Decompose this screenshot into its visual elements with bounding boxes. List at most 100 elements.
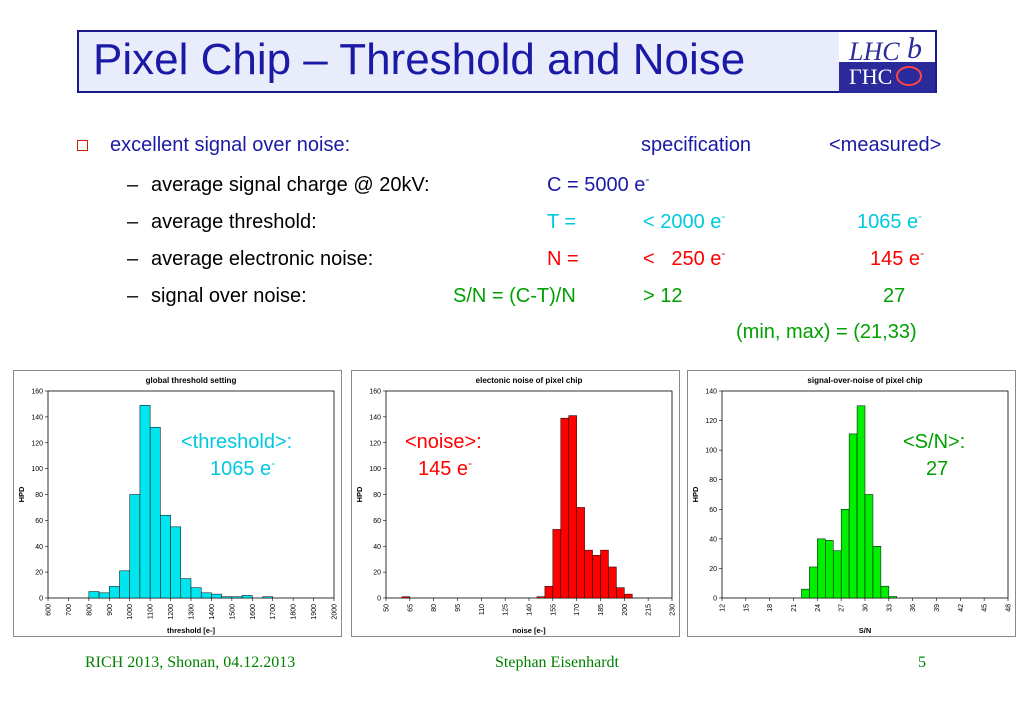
histogram-bar — [211, 593, 222, 599]
y-tick-label: 140 — [31, 414, 43, 421]
x-tick-label: 27 — [839, 604, 846, 612]
dash: – — [127, 285, 139, 307]
histogram-bar — [832, 550, 842, 599]
x-tick-label: 200 — [622, 604, 629, 616]
title-box: Pixel Chip – Threshold and Noise LHC b Γ… — [77, 30, 937, 93]
row-sym-charge: C = 5000 e- — [547, 172, 650, 196]
histogram-bar — [817, 538, 826, 599]
chart-title: electonic noise of pixel chip — [476, 376, 583, 385]
row-meas-threshold: 1065 e- — [857, 209, 923, 233]
x-tick-label: 39 — [934, 604, 941, 612]
footer-page-number: 5 — [918, 654, 926, 671]
y-tick-label: 160 — [369, 389, 381, 396]
x-tick-label: 800 — [86, 604, 93, 616]
y-tick-label: 120 — [369, 440, 381, 447]
histogram-bar — [149, 426, 161, 599]
x-tick-label: 700 — [66, 604, 73, 616]
plot-area — [47, 390, 335, 599]
x-axis-label: noise [e-] — [512, 626, 546, 635]
row-label-noise: average electronic noise: — [151, 248, 374, 270]
chart-threshold-svg: global threshold setting 0 20 40 60 80 100 120 1… — [17, 376, 339, 635]
chart-noise-svg: electonic noise of pixel chip 0 20 40 60 80 10… — [355, 376, 677, 635]
x-tick-label: 1700 — [270, 604, 277, 620]
x-tick-label: 65 — [407, 604, 414, 612]
annotation-threshold-value: 1065 e- — [210, 456, 276, 480]
y-tick-label: 100 — [31, 466, 43, 473]
x-tick-label: 185 — [598, 604, 605, 616]
histogram-bar — [98, 592, 110, 599]
y-tick-label: 20 — [373, 570, 381, 577]
x-tick-label: 18 — [767, 604, 774, 612]
y-tick-label: 40 — [373, 544, 381, 551]
annotation-sn-value: 27 — [926, 458, 949, 480]
x-axis-label: S/N — [859, 626, 872, 635]
svg-text:b: b — [907, 32, 922, 65]
x-tick-label: 1300 — [189, 604, 196, 620]
x-tick-label: 2000 — [332, 604, 339, 620]
x-tick-label: 1200 — [168, 604, 175, 620]
x-tick-label: 1600 — [250, 604, 257, 620]
histogram-bar — [88, 591, 100, 599]
chart-sn: signal-over-noise of pixel chip 0 20 40 60 80… — [687, 370, 1016, 637]
plot-area — [385, 390, 673, 599]
x-tick-label: 1500 — [229, 604, 236, 620]
dash: – — [127, 174, 139, 196]
x-tick-label: 15 — [743, 604, 750, 612]
annotation-threshold-label: <threshold>: — [181, 431, 293, 453]
x-tick-label: 24 — [815, 604, 822, 612]
histogram-bar — [139, 404, 151, 599]
row-label-threshold: average threshold: — [151, 211, 317, 233]
y-axis-label: HPD — [355, 486, 364, 502]
histogram-bar — [856, 405, 866, 599]
histogram-bar — [190, 587, 202, 599]
histogram-bar — [262, 596, 273, 599]
bullet-marker — [77, 140, 88, 151]
histogram-bar — [848, 433, 858, 599]
histogram-bar — [536, 596, 546, 599]
y-tick-label: 140 — [705, 389, 717, 396]
x-tick-label: 900 — [107, 604, 114, 616]
y-tick-label: 20 — [709, 566, 717, 573]
histogram-bar — [568, 415, 577, 599]
y-tick-label: 100 — [705, 448, 717, 455]
histogram-bar — [401, 596, 411, 599]
row-spec-threshold: < 2000 e- — [643, 209, 726, 233]
bullet-label: excellent signal over noise: — [110, 134, 351, 156]
y-tick-label: 120 — [31, 440, 43, 447]
histogram-bar — [160, 514, 171, 599]
y-axis-label: HPD — [691, 486, 700, 502]
y-tick-label: 140 — [369, 414, 381, 421]
histogram-bar — [880, 585, 890, 599]
y-tick-label: 20 — [35, 570, 43, 577]
y-tick-label: 40 — [709, 536, 717, 543]
histogram-bar — [864, 494, 874, 599]
y-tick-label: 40 — [35, 544, 43, 551]
lhcb-logo: LHC b ΓHC — [839, 32, 935, 93]
annotation-noise-label: <noise>: — [405, 431, 482, 453]
x-tick-label: 170 — [574, 604, 581, 616]
histogram-bar — [608, 566, 617, 599]
histogram-bar — [129, 494, 141, 599]
histogram-bar — [200, 592, 212, 599]
x-tick-label: 21 — [791, 604, 798, 612]
histogram-bar — [888, 596, 898, 599]
footer-event: RICH 2013, Shonan, 04.12.2013 — [85, 654, 296, 671]
annotation-sn-label: <S/N>: — [903, 431, 966, 453]
x-tick-label: 48 — [1006, 604, 1013, 612]
svg-text:ΓHC: ΓHC — [849, 64, 892, 89]
histogram-bar — [180, 578, 192, 599]
histogram-bar — [624, 593, 633, 599]
x-tick-label: 1100 — [148, 604, 155, 619]
histogram-bar — [616, 587, 625, 599]
histogram-bar — [592, 555, 601, 599]
histogram-bar — [109, 586, 120, 599]
x-tick-label: 33 — [886, 604, 893, 612]
x-tick-label: 230 — [670, 604, 677, 616]
row-meas-noise: 145 e- — [870, 246, 925, 270]
x-tick-label: 45 — [982, 604, 989, 612]
page-title: Pixel Chip – Threshold and Noise — [93, 35, 746, 84]
footer-author: Stephan Eisenhardt — [495, 654, 619, 671]
x-tick-label: 50 — [384, 604, 391, 612]
histogram-bar — [170, 526, 182, 599]
x-tick-label: 12 — [720, 604, 727, 612]
